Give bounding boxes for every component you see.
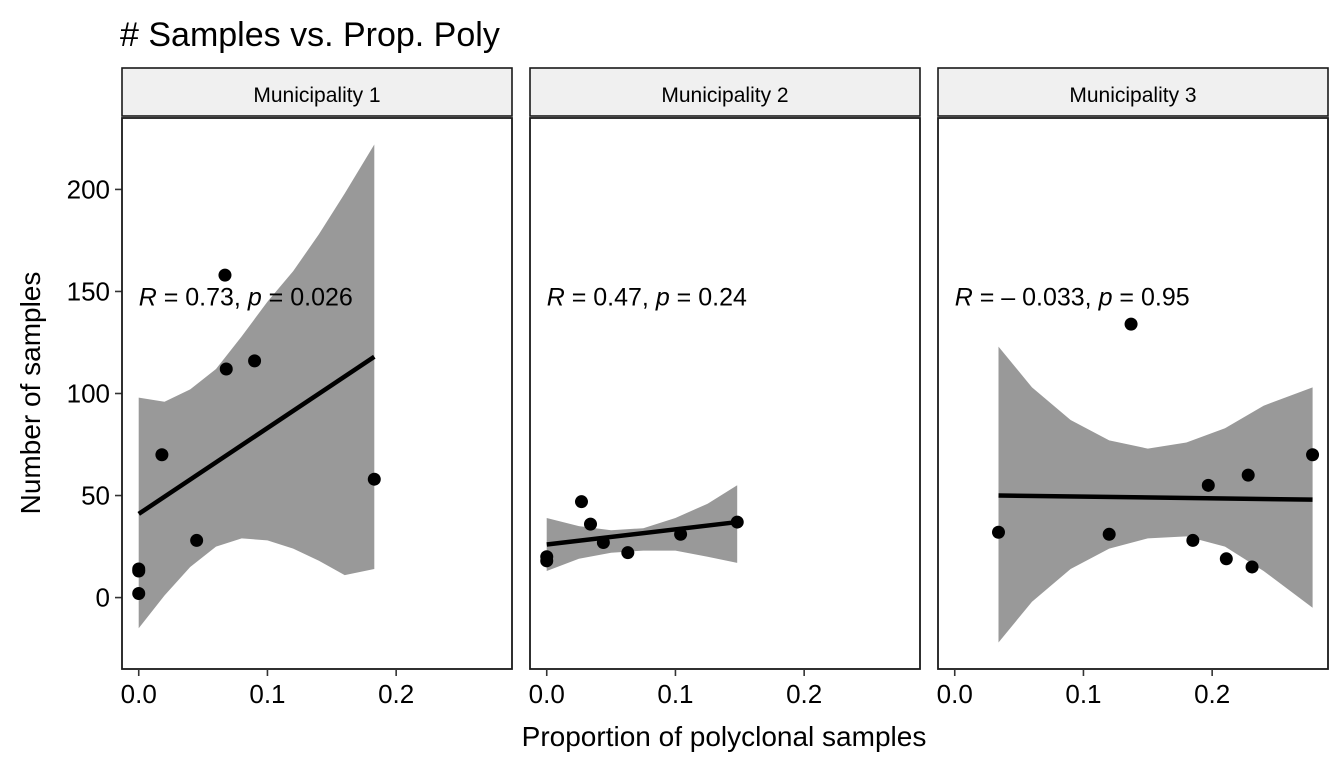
facet-strip (937, 67, 1329, 117)
panel-border (529, 117, 921, 670)
data-point (248, 354, 262, 368)
plot-area (991, 317, 1320, 643)
data-point (155, 448, 169, 462)
data-point (991, 525, 1005, 539)
y-tick-label: 150 (67, 276, 110, 306)
confidence-band (998, 346, 1313, 643)
data-point (132, 586, 146, 600)
stat-value: = 0.95 (1112, 284, 1189, 312)
x-tick-label: 0.2 (378, 679, 414, 709)
x-tick-label: 0.2 (1194, 679, 1230, 709)
confidence-band (546, 485, 738, 571)
y-tick-label: 0 (96, 583, 110, 613)
data-point (674, 527, 688, 541)
x-tick-label: 0.1 (1065, 679, 1101, 709)
regression-line (998, 493, 1313, 502)
data-point (1186, 533, 1200, 547)
correlation-annotation: R = 0.73, p = 0.026 (139, 284, 353, 312)
x-tick-label: 0.0 (937, 679, 973, 709)
panel-border (937, 117, 1329, 670)
x-axis-title: Proportion of polyclonal samples (522, 721, 927, 752)
data-point (218, 268, 232, 282)
data-point (596, 535, 610, 549)
panel-border (121, 117, 513, 670)
facet-panel: Municipality 3 R = – 0.033, p = 0.95 0.0 0.… (937, 67, 1329, 709)
stat-value: = 0.73, (157, 284, 248, 312)
data-point (540, 550, 554, 564)
facet-strip (529, 67, 921, 117)
facet-strip-label: Municipality 3 (1069, 84, 1196, 107)
y-axis: 0 50 100 150 200 (67, 174, 122, 613)
stat-value: = 0.24 (670, 284, 747, 312)
stat-symbol: p (1098, 284, 1113, 312)
chart-title: # Samples vs. Prop. Poly (120, 16, 500, 54)
y-axis-title: Number of samples (15, 272, 46, 515)
x-tick-label: 0.1 (657, 679, 693, 709)
data-point (1241, 468, 1255, 482)
x-tick-label: 0.2 (786, 679, 822, 709)
data-point (219, 362, 233, 376)
plot-area (540, 485, 744, 571)
facet-strip-label: Municipality 2 (661, 84, 788, 107)
y-tick-label: 200 (67, 174, 110, 204)
data-point (1245, 560, 1259, 574)
data-point (574, 495, 588, 509)
data-point (1219, 552, 1233, 566)
data-point (132, 562, 146, 576)
stat-value: = 0.47, (565, 284, 656, 312)
x-tick-label: 0.0 (529, 679, 565, 709)
y-tick-label: 100 (67, 379, 110, 409)
stat-symbol: R (547, 284, 565, 312)
data-point (1124, 317, 1138, 331)
stat-symbol: p (247, 284, 262, 312)
data-point (1201, 478, 1215, 492)
stat-symbol: R (139, 284, 157, 312)
facet-strip-label: Municipality 1 (253, 84, 380, 107)
plot-area (132, 144, 381, 629)
x-tick-label: 0.0 (121, 679, 157, 709)
y-tick-label: 50 (81, 481, 110, 511)
panels-layer: 0 50 100 150 200 Municipality 1 R = 0.73, p = … (67, 67, 1329, 709)
facet-strip (121, 67, 513, 117)
data-point (621, 546, 635, 560)
stat-value: = 0.026 (262, 284, 353, 312)
data-point (583, 517, 597, 531)
data-point (367, 472, 381, 486)
facet-panel: Municipality 2 R = 0.47, p = 0.24 0.0 0.1 0.… (529, 67, 921, 709)
stat-value: = – 0.033, (973, 284, 1099, 312)
correlation-annotation: R = 0.47, p = 0.24 (547, 284, 747, 312)
data-point (190, 533, 204, 547)
correlation-annotation: R = – 0.033, p = 0.95 (955, 284, 1190, 312)
data-point (730, 515, 744, 529)
regression-line (137, 354, 376, 516)
stat-symbol: p (655, 284, 670, 312)
facet-panel: Municipality 1 R = 0.73, p = 0.026 0.0 0.1 0… (121, 67, 513, 709)
data-point (1102, 527, 1116, 541)
x-tick-label: 0.1 (249, 679, 285, 709)
confidence-band (138, 144, 375, 629)
regression-line (546, 519, 738, 547)
stat-symbol: R (955, 284, 973, 312)
data-point (1306, 448, 1320, 462)
